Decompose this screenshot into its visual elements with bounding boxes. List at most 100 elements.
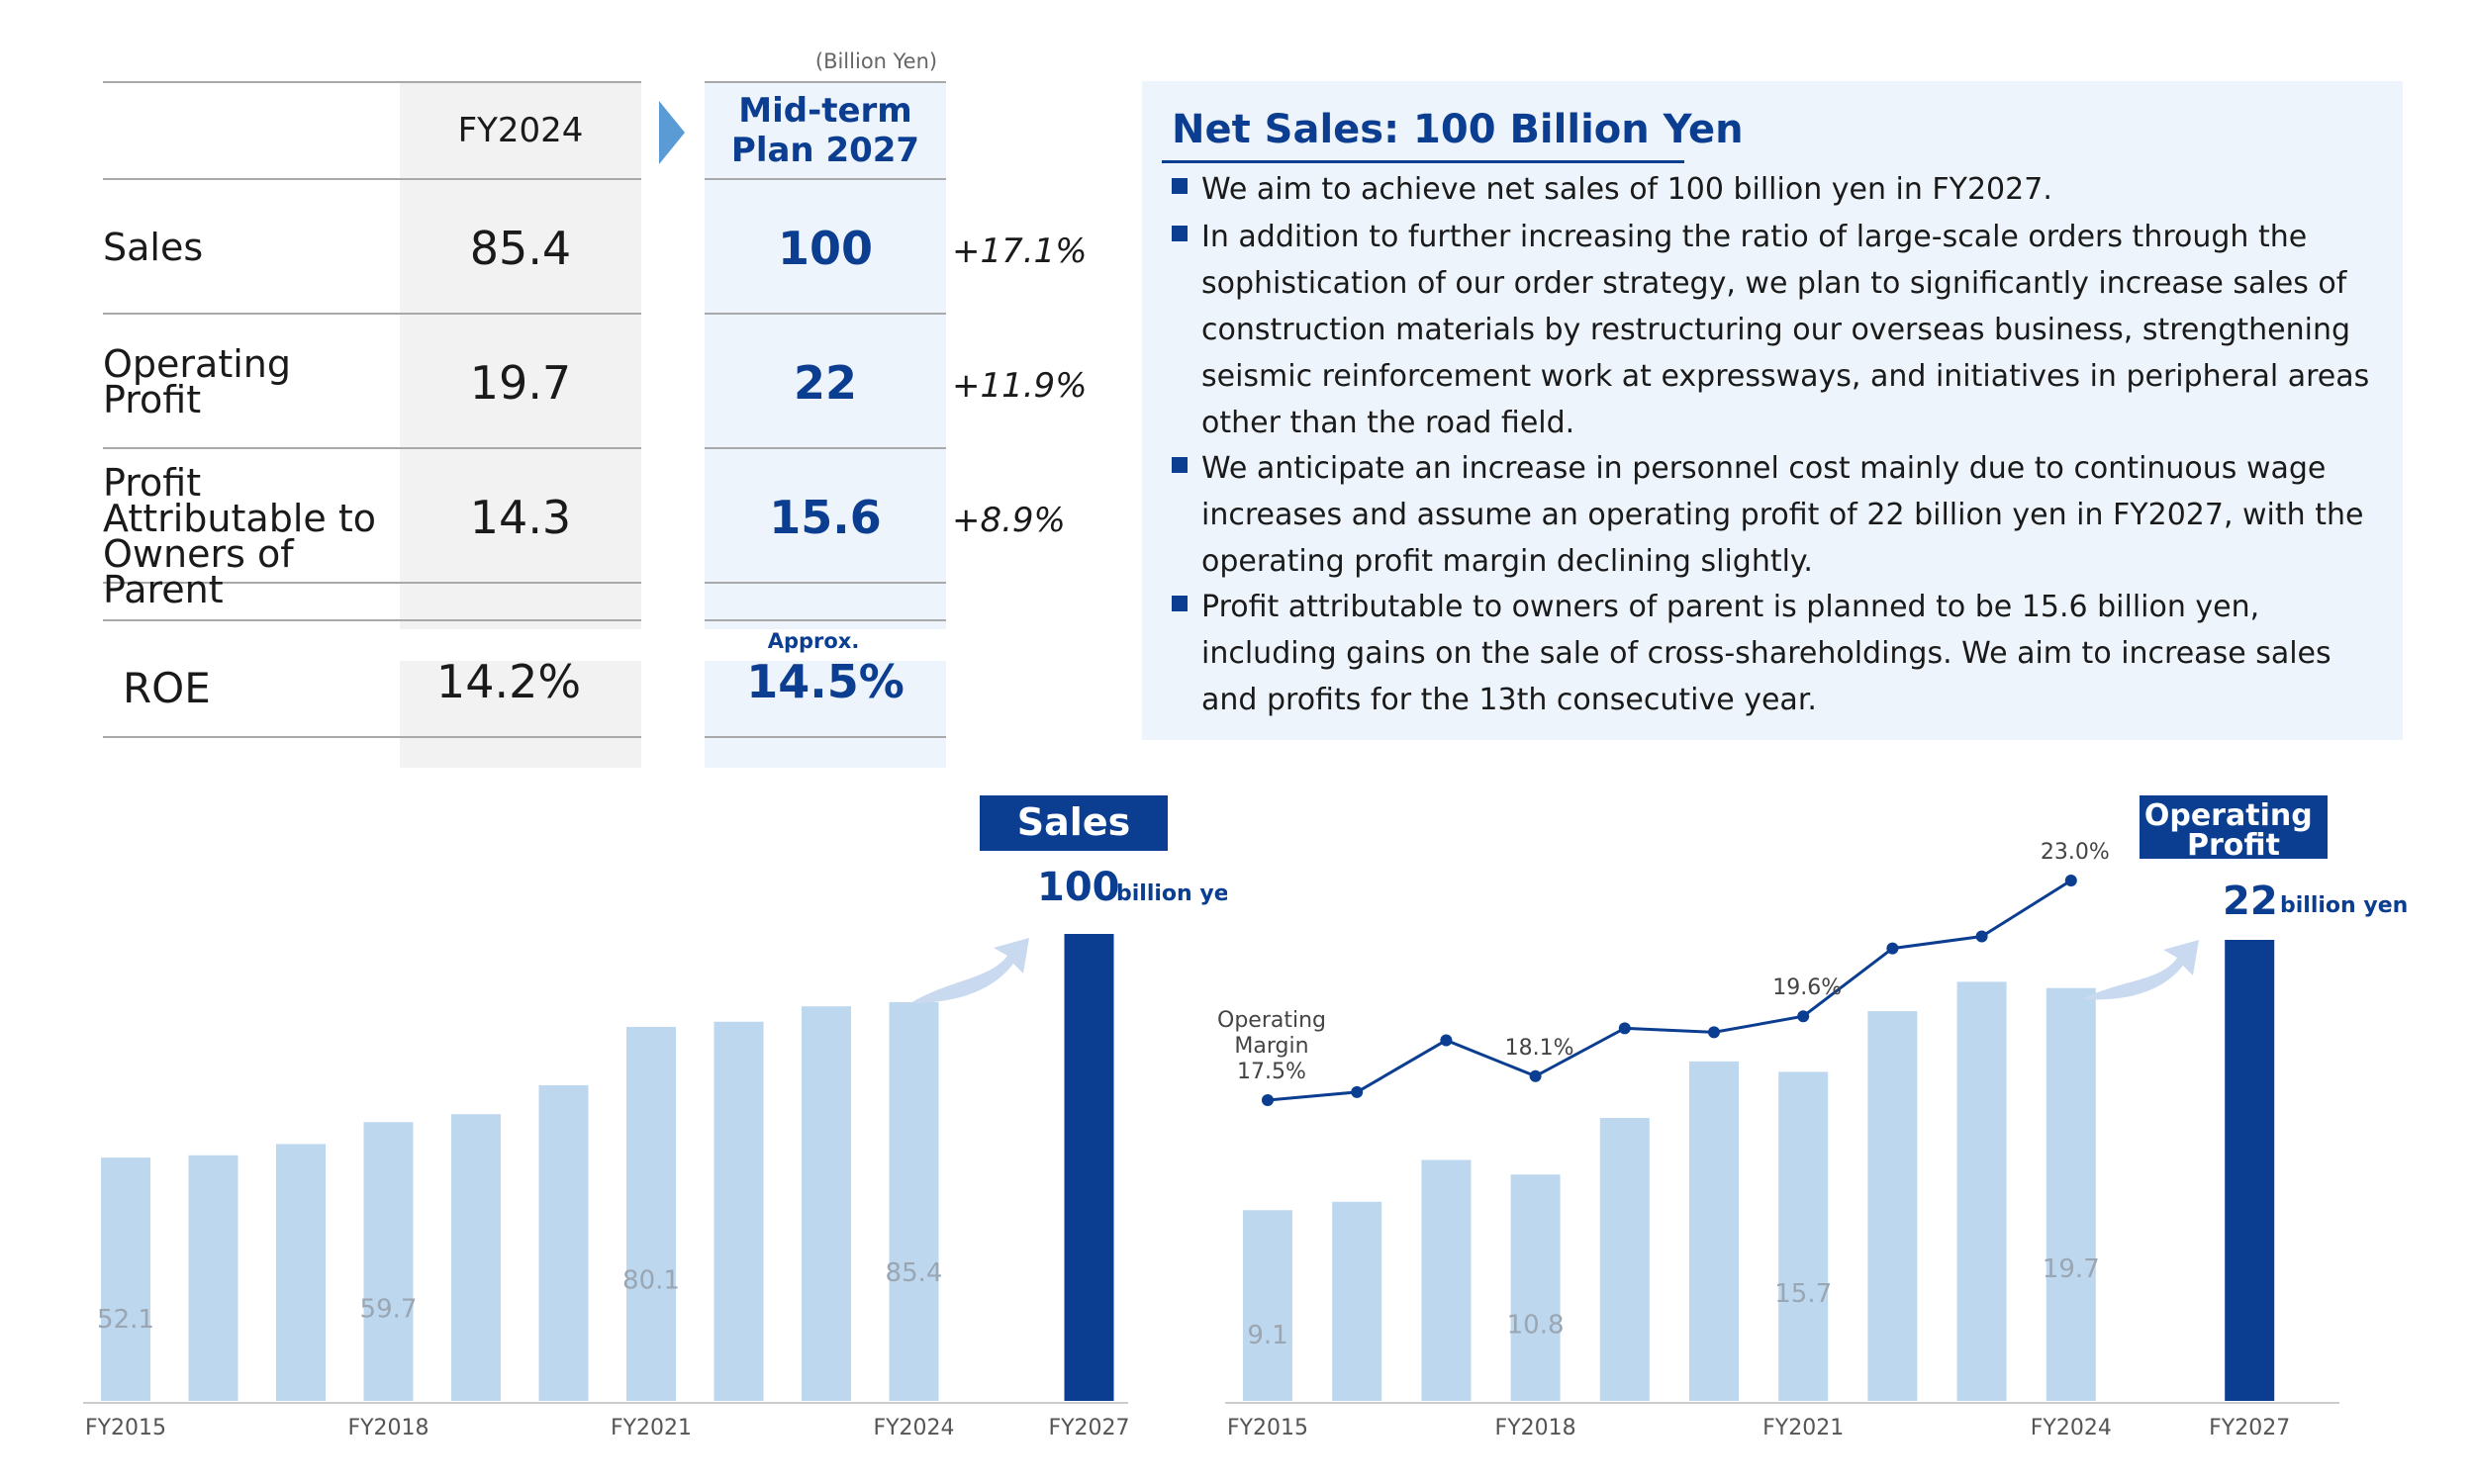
table-rule bbox=[103, 619, 641, 621]
operating-margin-point bbox=[1708, 1026, 1720, 1039]
row-label-sales: Sales bbox=[103, 226, 204, 269]
sales-tick-label: FY2018 bbox=[347, 1416, 428, 1440]
header-cell-current bbox=[400, 83, 641, 178]
op-bar bbox=[1421, 1159, 1472, 1401]
op-title-box bbox=[2140, 795, 2328, 859]
op-bar bbox=[2046, 987, 2096, 1401]
operating-margin-point bbox=[1440, 1034, 1453, 1047]
operating-margin-point bbox=[1886, 942, 1899, 955]
current-column-bg bbox=[400, 180, 641, 629]
bullet-square-icon bbox=[1172, 226, 1188, 241]
bullet-text: We aim to achieve net sales of 100 billi… bbox=[1201, 172, 2052, 207]
operating-margin-point bbox=[1351, 1085, 1364, 1098]
op-tick-label: FY2018 bbox=[1495, 1416, 1576, 1440]
operating-margin-point bbox=[1618, 1022, 1631, 1035]
op-highlight-unit: billion yen bbox=[2280, 893, 2408, 918]
op-bar bbox=[1599, 1118, 1650, 1401]
operating-margin-point bbox=[1529, 1069, 1542, 1082]
header-current-year: FY2024 bbox=[457, 111, 584, 150]
bullet-item: In addition to further increasing the ra… bbox=[1172, 214, 2389, 446]
op-highlight-value: 22 bbox=[2223, 879, 2278, 924]
sales-bar bbox=[276, 1144, 326, 1401]
sales-change: +17.1% bbox=[952, 232, 1088, 271]
sales-title: Sales bbox=[1017, 800, 1130, 844]
operating-margin-label: 18.1% bbox=[1505, 1036, 1574, 1061]
summary-panel bbox=[1142, 81, 2403, 740]
op-data-label: 9.1 bbox=[1247, 1321, 1287, 1350]
sales-tick-label: FY2024 bbox=[873, 1416, 954, 1440]
operating-margin-label: 17.5% bbox=[1237, 1060, 1306, 1084]
sales-bar bbox=[538, 1084, 589, 1401]
op-bar bbox=[1243, 1210, 1292, 1401]
roe-plan-value: 14.5% bbox=[746, 655, 904, 708]
bullet-item: We aim to achieve net sales of 100 billi… bbox=[1172, 166, 2389, 213]
sales-bar bbox=[101, 1158, 150, 1401]
op-data-label: 15.7 bbox=[1774, 1279, 1832, 1309]
panel-title: Net Sales: 100 Billion Yen bbox=[1172, 107, 1744, 152]
operating-profit-plan-value: 22 bbox=[793, 356, 857, 410]
arrow-right-icon bbox=[659, 101, 685, 164]
op-bar-highlight bbox=[2225, 940, 2275, 1401]
bullet-item: Profit attributable to owners of parent … bbox=[1172, 584, 2389, 723]
table-rule bbox=[705, 178, 946, 180]
sales-growth-arrow-icon bbox=[910, 938, 1029, 1003]
table-rule bbox=[705, 447, 946, 449]
sales-chart: FY2015 FY2018 FY2021 FY2024 FY2027 52.1 59.7 8… bbox=[83, 795, 1227, 1440]
sales-bar bbox=[802, 1006, 851, 1401]
header-plan: Mid-term Plan 2027 bbox=[730, 91, 920, 170]
sales-data-label: 52.1 bbox=[97, 1305, 154, 1335]
sales-highlight-unit: billion yen bbox=[1116, 881, 1227, 906]
table-rule bbox=[103, 582, 641, 584]
sales-data-label: 80.1 bbox=[622, 1266, 680, 1296]
operating-margin-label: 23.0% bbox=[2041, 840, 2110, 865]
sales-tick-label: FY2015 bbox=[85, 1416, 166, 1440]
op-growth-arrow-icon bbox=[2082, 940, 2199, 1000]
op-tick-label: FY2015 bbox=[1227, 1416, 1308, 1440]
table-rule bbox=[705, 313, 946, 315]
op-tick-label: FY2027 bbox=[2209, 1416, 2290, 1440]
op-bar bbox=[1867, 1011, 1918, 1401]
profit-attributable-current-value: 14.3 bbox=[469, 491, 572, 544]
op-bar bbox=[1510, 1174, 1561, 1401]
bullet-square-icon bbox=[1172, 178, 1188, 194]
roe-approx-label: Approx. bbox=[767, 629, 860, 653]
row-label-operating-profit: Operating Profit bbox=[103, 342, 291, 421]
operating-margin-point bbox=[1262, 1094, 1274, 1106]
table-rule bbox=[103, 736, 641, 738]
row-label-roe: ROE bbox=[123, 664, 211, 712]
op-bar bbox=[1332, 1201, 1382, 1401]
row-label-profit-attributable: Profit Attributable to Owners of Parent bbox=[103, 461, 376, 611]
bullet-text: We anticipate an increase in personnel c… bbox=[1201, 451, 2364, 579]
table-rule bbox=[103, 178, 641, 180]
op-title-line: Operating bbox=[2144, 798, 2313, 833]
roe-current-value: 14.2% bbox=[435, 655, 582, 708]
op-data-label: 19.7 bbox=[2043, 1254, 2100, 1284]
sales-bar bbox=[714, 1021, 764, 1401]
sales-tick-label: FY2027 bbox=[1048, 1416, 1129, 1440]
op-bar bbox=[1956, 981, 2007, 1401]
op-bar bbox=[1689, 1061, 1739, 1401]
sales-title-box bbox=[980, 795, 1168, 851]
op-tick-label: FY2024 bbox=[2031, 1416, 2112, 1440]
sales-highlight-value: 100 bbox=[1037, 865, 1120, 910]
sales-current-value: 85.4 bbox=[469, 222, 572, 275]
operating-margin-label: 19.6% bbox=[1772, 975, 1842, 1000]
table-rule bbox=[705, 81, 946, 83]
bullet-text: Profit attributable to owners of parent … bbox=[1201, 590, 2331, 717]
roe-plan-bg bbox=[705, 661, 946, 768]
operating-margin-caption: Margin bbox=[1234, 1034, 1308, 1059]
bullet-text: In addition to further increasing the ra… bbox=[1201, 220, 2370, 440]
sales-tick-label: FY2021 bbox=[611, 1416, 692, 1440]
table-rule bbox=[705, 736, 946, 738]
operating-margin-point bbox=[2064, 875, 2077, 886]
table-rule bbox=[705, 582, 946, 584]
table-rule bbox=[705, 619, 946, 621]
header-cell-plan bbox=[705, 83, 946, 178]
operating-margin-line bbox=[1267, 879, 2072, 1102]
operating-profit-change: +11.9% bbox=[952, 366, 1088, 406]
sales-bar bbox=[626, 1026, 676, 1401]
sales-plan-value: 100 bbox=[777, 222, 874, 275]
table-rule bbox=[103, 81, 641, 83]
operating-margin-point bbox=[1975, 930, 1988, 943]
operating-margin-point bbox=[1797, 1010, 1810, 1023]
